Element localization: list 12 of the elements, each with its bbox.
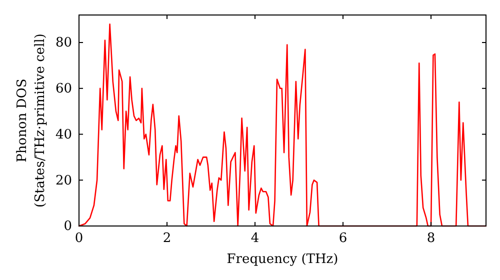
x-tick-label: 4 xyxy=(250,231,260,246)
y-axis-title: Phonon DOS (States/THz·primitive cell) xyxy=(15,33,48,208)
y-tick-label: 40 xyxy=(55,127,72,142)
x-tick-label: 8 xyxy=(426,231,436,246)
y-tick-label: 0 xyxy=(64,219,72,234)
y-tick-label: 80 xyxy=(55,36,72,51)
x-tick-label: 2 xyxy=(162,231,172,246)
x-axis-title: Frequency (THz) xyxy=(226,252,338,267)
x-tick-label: 6 xyxy=(338,231,348,246)
y-tick-label: 20 xyxy=(55,173,72,188)
x-tick-label: 0 xyxy=(74,231,84,246)
y-tick-label: 60 xyxy=(55,82,72,97)
